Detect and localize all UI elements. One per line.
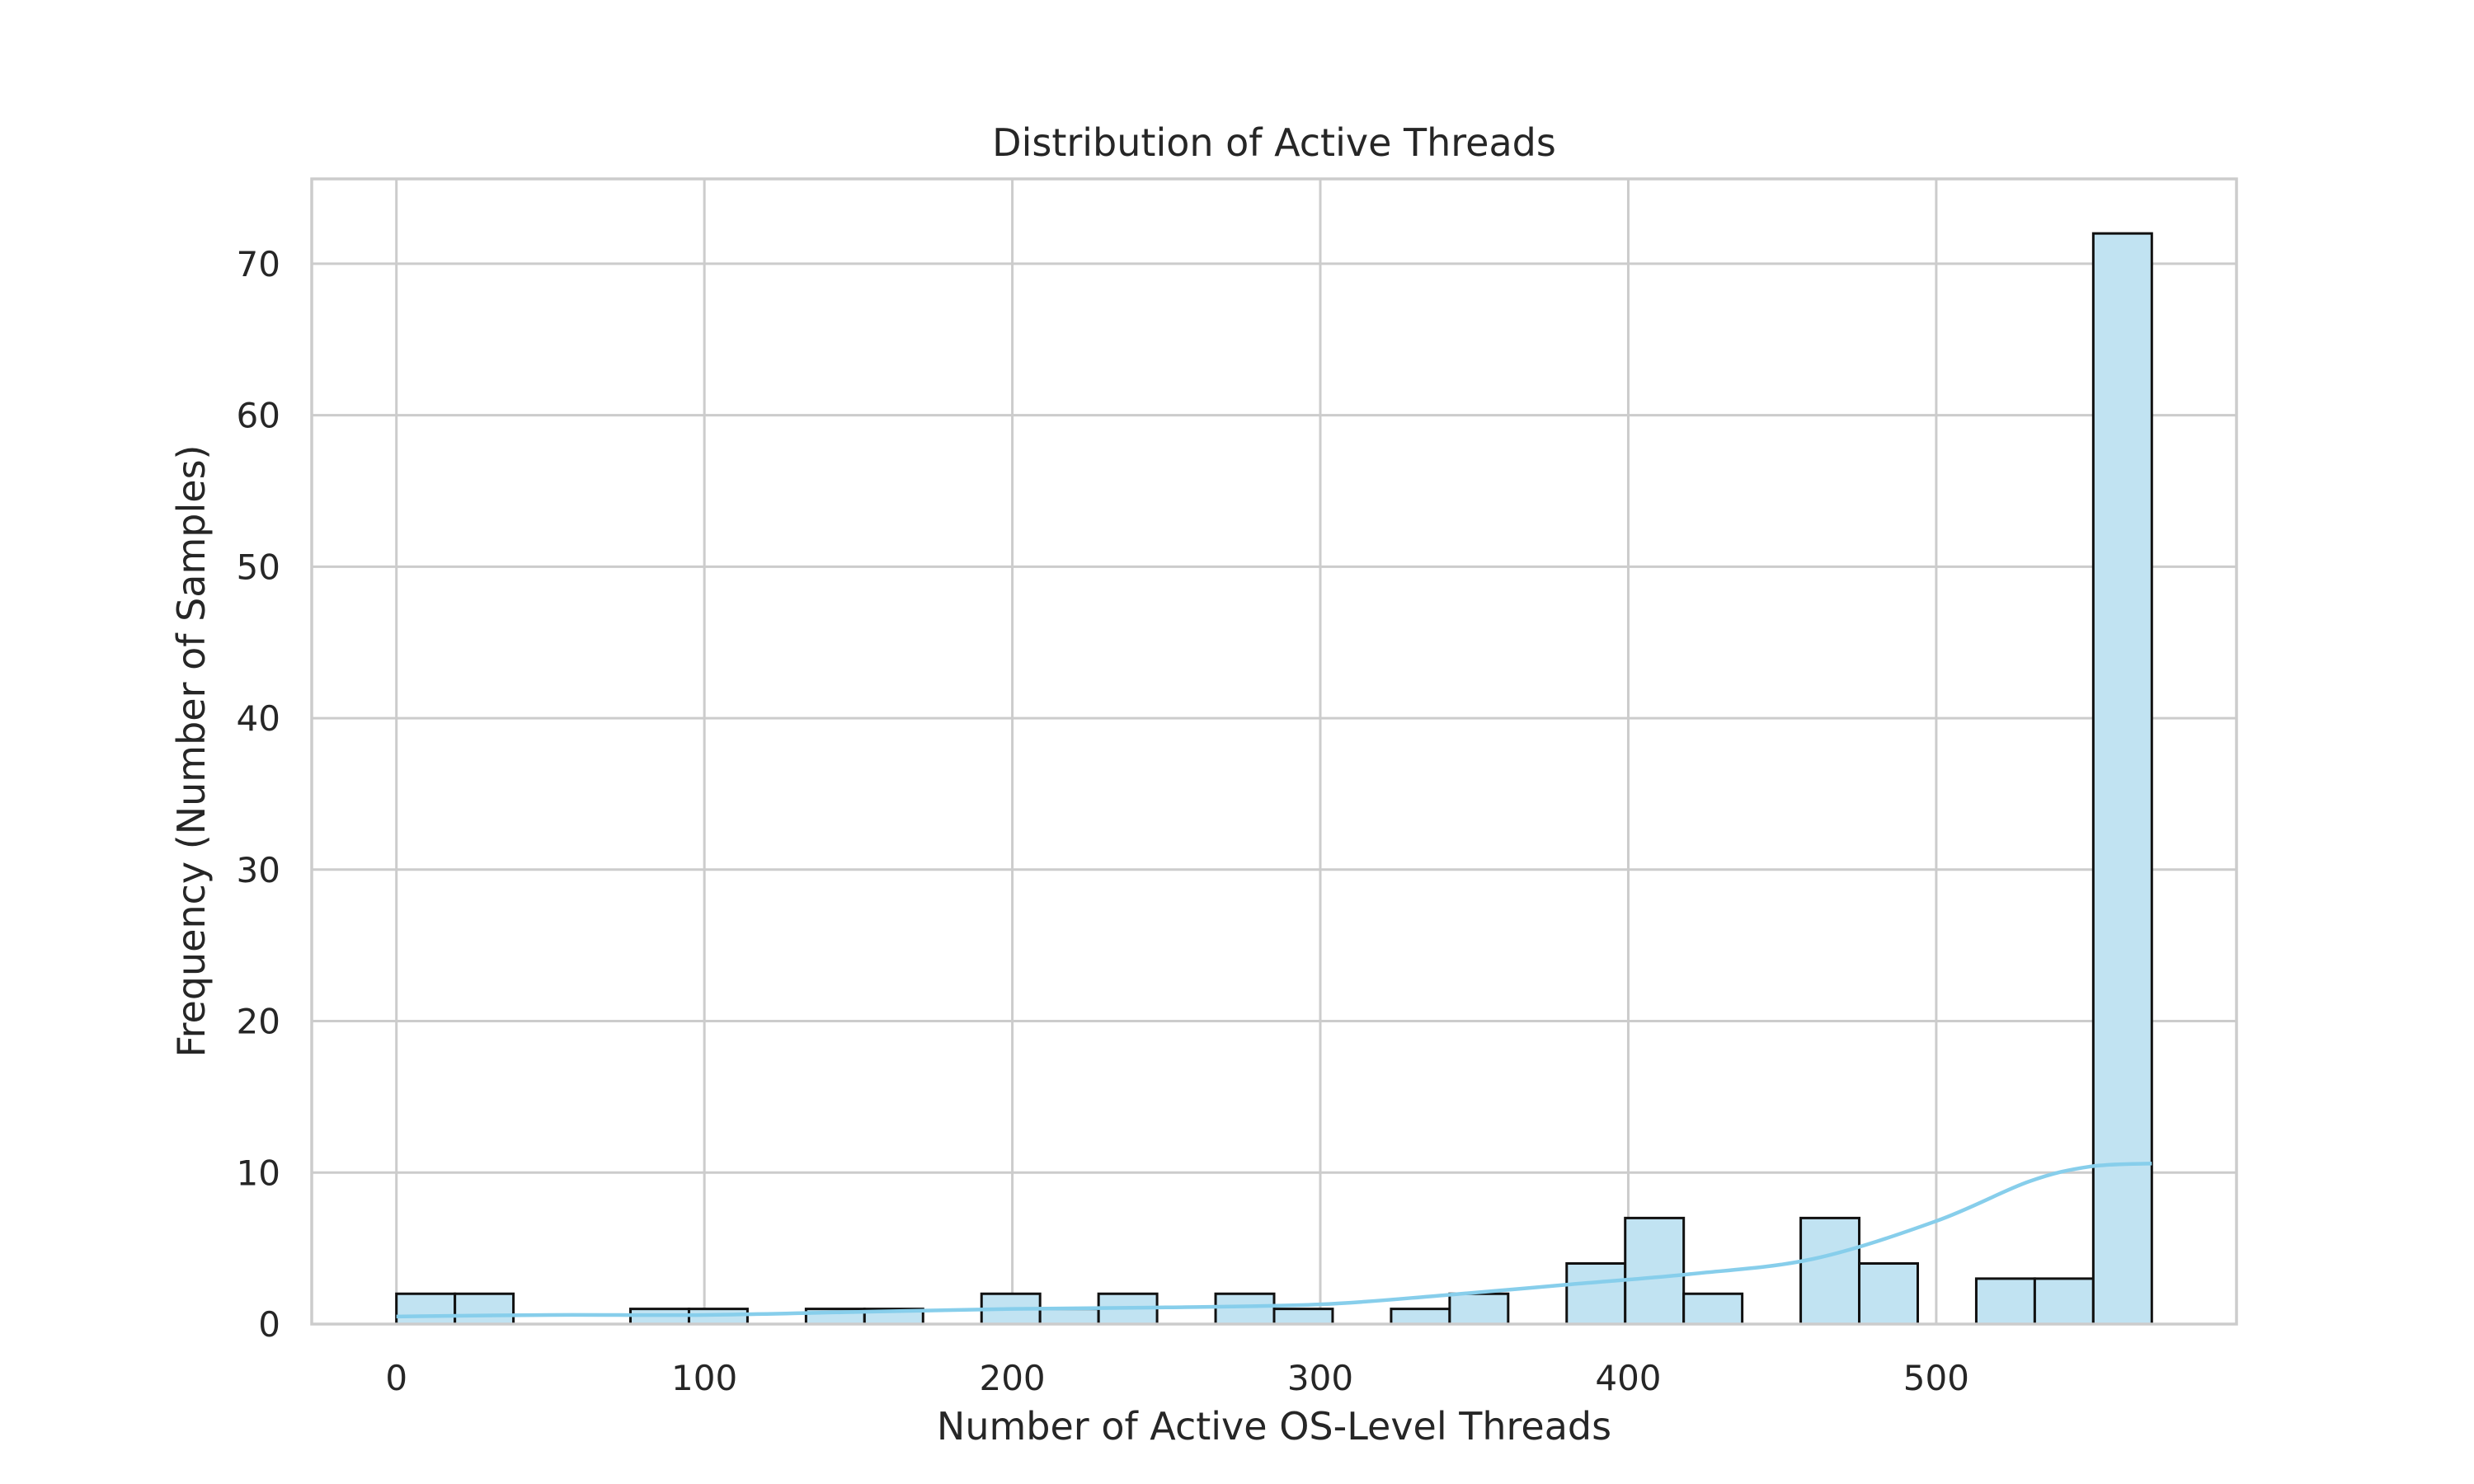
plot-frame — [310, 177, 2238, 1326]
x-tick-label: 400 — [1595, 1358, 1661, 1398]
histogram-bar — [1038, 1308, 1100, 1326]
histogram-bar — [2033, 1277, 2095, 1326]
y-tick-labels: 0 10 20 30 40 50 60 70 — [237, 244, 280, 1345]
x-tick-label: 500 — [1903, 1358, 1969, 1398]
x-tick-label: 300 — [1287, 1358, 1353, 1398]
y-tick-label: 50 — [237, 547, 280, 587]
y-tick-label: 10 — [237, 1153, 280, 1193]
histogram-bar — [454, 1292, 515, 1326]
y-tick-label: 30 — [237, 850, 280, 890]
histogram-bar — [1565, 1262, 1627, 1326]
x-tick-label: 0 — [385, 1358, 407, 1398]
chart-title: Distribution of Active Threads — [992, 120, 1556, 165]
histogram-bar — [1214, 1292, 1276, 1326]
histogram-bar — [1272, 1308, 1334, 1326]
histogram-bar — [1682, 1292, 1744, 1326]
x-axis-label: Number of Active OS-Level Threads — [937, 1404, 1611, 1449]
histogram-bar — [1624, 1216, 1686, 1326]
y-tick-label: 60 — [237, 396, 280, 436]
histogram-bars — [395, 232, 2153, 1326]
y-tick-label: 40 — [237, 698, 280, 739]
x-tick-labels: 0 100 200 300 400 500 — [385, 1358, 1969, 1398]
histogram-bar — [1390, 1308, 1451, 1326]
histogram-bar — [2091, 232, 2153, 1326]
grid-lines — [312, 179, 2236, 1326]
histogram-bar — [1974, 1277, 2036, 1326]
y-tick-label: 20 — [237, 1002, 280, 1042]
x-tick-label: 200 — [979, 1358, 1045, 1398]
histogram-bar — [1858, 1262, 1919, 1326]
kde-curve — [396, 1162, 2152, 1319]
y-axis-label: Frequency (Number of Samples) — [169, 445, 214, 1058]
kde-curve-layer — [396, 1162, 2152, 1319]
y-tick-label: 0 — [258, 1304, 280, 1345]
histogram-bar — [1799, 1216, 1861, 1326]
y-tick-label: 70 — [237, 244, 280, 284]
x-tick-label: 100 — [671, 1358, 737, 1398]
histogram-bar — [395, 1292, 457, 1326]
histogram-bar — [1448, 1292, 1510, 1326]
